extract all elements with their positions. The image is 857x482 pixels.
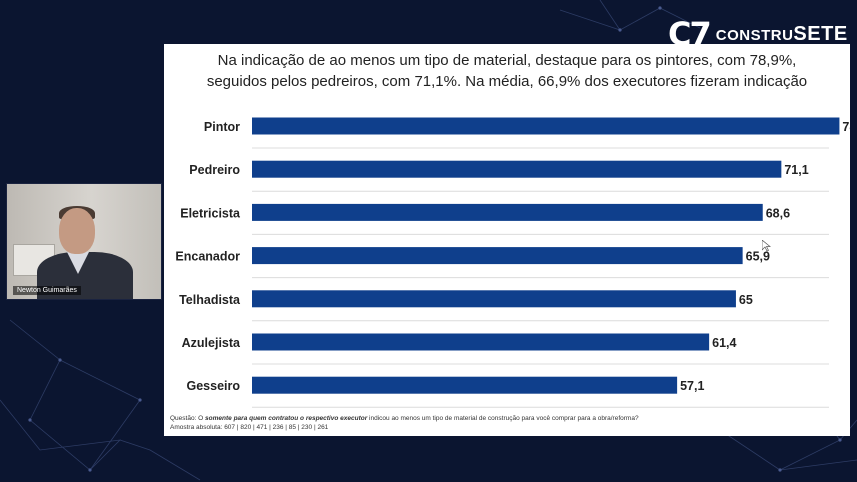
bar [252, 117, 840, 135]
mouse-cursor-icon [762, 240, 771, 252]
footnote-prefix: Questão: O [170, 415, 206, 422]
speaker-head [59, 208, 95, 254]
value-label: 65 [739, 293, 753, 307]
brand-name-prefix: CONSTRU [715, 26, 794, 44]
webcam-video: Newton Guimarães [6, 183, 162, 300]
category-label: Azulejista [182, 336, 241, 350]
bar [252, 203, 763, 221]
value-label: 78,9 [842, 120, 850, 134]
presentation-slide: Na indicação de ao menos um tipo de mate… [164, 44, 850, 436]
category-label: Pedreiro [189, 163, 240, 177]
brand-name: CONSTRUSETE [716, 23, 848, 46]
footnote-rest: indicou ao menos um tipo de material de … [367, 415, 639, 422]
footnote-sample: Amostra absoluta: 607 | 820 | 471 | 236 … [170, 424, 329, 431]
bar [252, 290, 736, 308]
category-label: Encanador [175, 250, 240, 264]
slide-title-line-1: Na indicação de ao menos um tipo de mate… [217, 52, 797, 69]
category-label: Telhadista [179, 293, 241, 307]
footnote-question: Questão: O somente para quem contratou o… [170, 414, 830, 423]
footnote-emphasis: somente para quem contratou o respectivo… [205, 415, 368, 422]
slide-title-line-2: seguidos pelos pedreiros, com 71,1%. Na … [206, 73, 808, 90]
bar-chart: Pintor 78,9 Pedreiro 71,1 Eletricista 68,6 Enc… [175, 117, 850, 408]
slide-title: Na indicação de ao menos um tipo de mate… [164, 50, 850, 92]
category-label: Pintor [204, 120, 240, 134]
value-label: 57,1 [680, 379, 704, 393]
category-label: Eletricista [180, 206, 241, 220]
bar [252, 160, 782, 178]
bar [252, 376, 678, 394]
category-label: Gesseiro [186, 379, 240, 393]
value-label: 71,1 [784, 163, 808, 177]
value-label: 65,9 [746, 250, 770, 264]
bar [252, 247, 743, 265]
bar [252, 333, 710, 351]
value-label: 68,6 [766, 206, 790, 220]
footnote: Questão: O somente para quem contratou o… [170, 414, 830, 432]
participant-name: Newton Guimarães [13, 286, 81, 295]
brand-name-suffix: SETE [793, 22, 848, 45]
value-label: 61,4 [712, 336, 736, 350]
